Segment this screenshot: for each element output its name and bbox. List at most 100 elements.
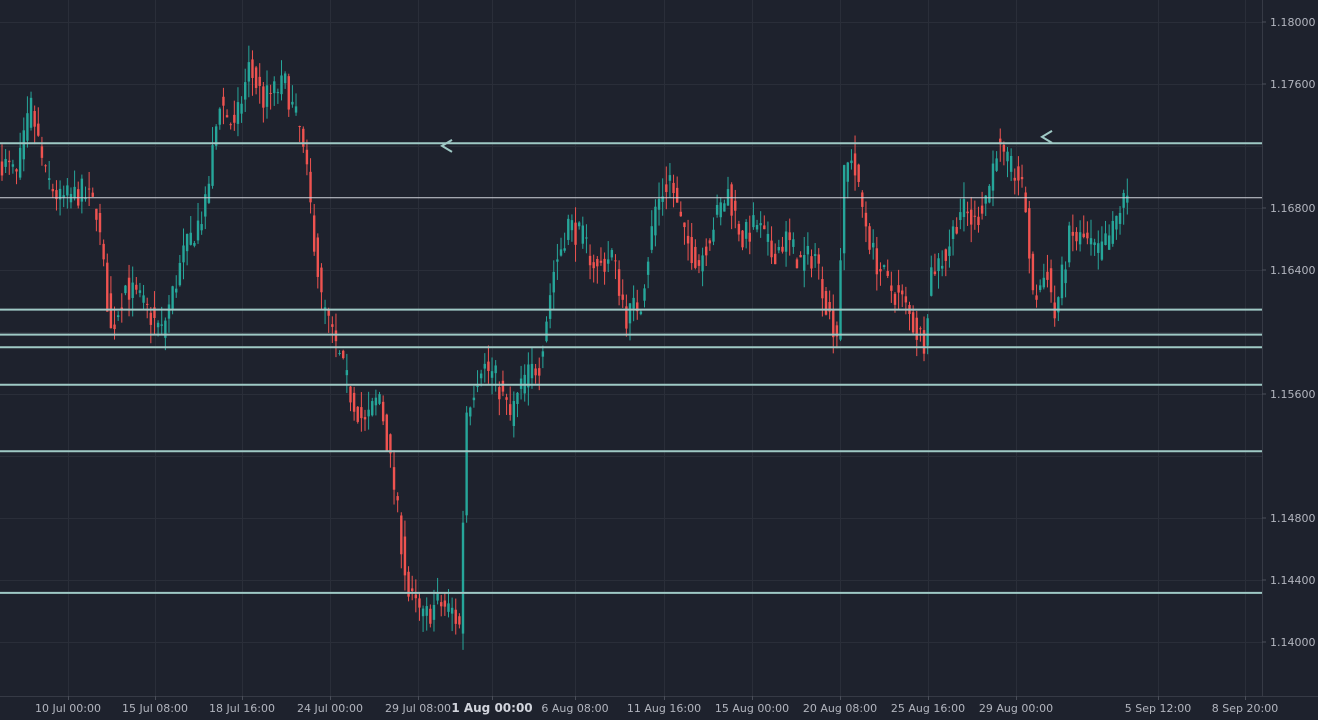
candle-body	[494, 365, 497, 374]
candle-body	[247, 62, 251, 82]
x-tick-label: 11 Aug 16:00	[627, 702, 701, 715]
candle-body	[955, 226, 958, 234]
candle-body	[454, 609, 457, 624]
candle-body	[755, 224, 759, 230]
candle-body	[509, 404, 512, 415]
candle-body	[1115, 215, 1118, 230]
candle-body	[719, 202, 722, 218]
candle-body	[984, 195, 987, 204]
candle-body	[472, 397, 476, 401]
candle-body	[436, 593, 439, 601]
candle-body	[193, 242, 196, 246]
candle-body	[1118, 212, 1122, 224]
candle-body	[723, 203, 726, 212]
candle-body	[567, 218, 570, 240]
x-tick-label: 24 Jul 00:00	[297, 702, 363, 715]
left-arrow-icon	[440, 139, 453, 153]
candle-body	[51, 189, 55, 192]
candle-body	[44, 165, 47, 167]
candle-body	[1126, 195, 1129, 203]
candle-body	[708, 240, 712, 244]
candle-body	[643, 288, 646, 301]
candle-body	[857, 164, 860, 182]
candle-body	[149, 312, 153, 325]
candle-body	[403, 536, 407, 576]
candle-body	[142, 295, 145, 303]
candle-body	[705, 246, 708, 256]
candle-body	[875, 248, 879, 275]
candle-body	[233, 114, 236, 123]
candle-body	[959, 212, 962, 221]
candle-body	[458, 616, 461, 625]
y-tick-label: 1.14000	[1270, 636, 1316, 649]
candle-body	[628, 303, 632, 324]
candle-body	[940, 265, 944, 269]
candle-body	[980, 205, 984, 214]
candle-body	[806, 245, 810, 255]
candle-body	[915, 317, 918, 340]
candle-body	[1042, 277, 1046, 288]
candle-body	[901, 290, 904, 295]
candle-body	[639, 311, 643, 315]
candle-body	[563, 248, 566, 251]
candle-body	[298, 126, 301, 128]
candle-body	[810, 256, 813, 269]
candle-body	[937, 258, 940, 272]
candle-body	[505, 397, 508, 400]
candle-body	[538, 368, 541, 376]
candle-body	[694, 246, 697, 268]
candle-body	[218, 108, 221, 125]
candle-body	[1089, 238, 1093, 245]
candle-body	[8, 160, 11, 163]
candle-body	[599, 260, 603, 263]
y-tick-label: 1.16800	[1270, 202, 1316, 215]
candle-body	[207, 183, 211, 203]
x-tick-label: 18 Jul 16:00	[209, 702, 275, 715]
candle-body	[360, 407, 363, 419]
candle-body	[596, 258, 599, 267]
candle-body	[683, 222, 686, 228]
candle-body	[490, 371, 494, 378]
candle-body	[592, 262, 595, 269]
candle-body	[116, 315, 120, 318]
candle-body	[879, 269, 882, 272]
candle-body	[632, 297, 635, 309]
candle-body	[331, 324, 334, 327]
candle-body	[18, 147, 22, 178]
candle-body	[1111, 220, 1114, 244]
candle-body	[487, 361, 490, 371]
candle-body	[948, 246, 951, 256]
candle-body	[577, 222, 581, 227]
candle-body	[686, 235, 690, 244]
candle-body	[87, 188, 91, 190]
candle-body	[363, 417, 367, 420]
candle-body	[668, 175, 672, 181]
candle-body	[109, 293, 113, 329]
candle-body	[636, 302, 639, 312]
candle-body	[291, 101, 294, 105]
candle-body	[204, 194, 207, 217]
candle-body	[784, 231, 788, 252]
candle-body	[352, 392, 356, 412]
candle-body	[548, 295, 552, 319]
candle-body	[294, 106, 298, 113]
x-tick-label: 8 Sep 20:00	[1212, 702, 1278, 715]
candle-body	[229, 124, 232, 126]
candle-body	[182, 245, 185, 263]
candle-body	[672, 182, 675, 194]
candle-body	[1093, 242, 1096, 246]
candle-body	[1078, 232, 1082, 245]
candle-body	[842, 165, 846, 254]
candle-body	[356, 406, 359, 422]
candle-body	[646, 261, 650, 275]
candle-body	[661, 196, 664, 202]
candle-body	[461, 522, 465, 634]
candle-body	[1006, 151, 1009, 162]
candle-body	[516, 392, 519, 404]
y-tick-label: 1.16400	[1270, 264, 1316, 277]
candle-body	[868, 226, 871, 250]
candle-body	[146, 303, 149, 305]
candle-body	[1002, 144, 1006, 152]
candle-body	[617, 269, 621, 296]
